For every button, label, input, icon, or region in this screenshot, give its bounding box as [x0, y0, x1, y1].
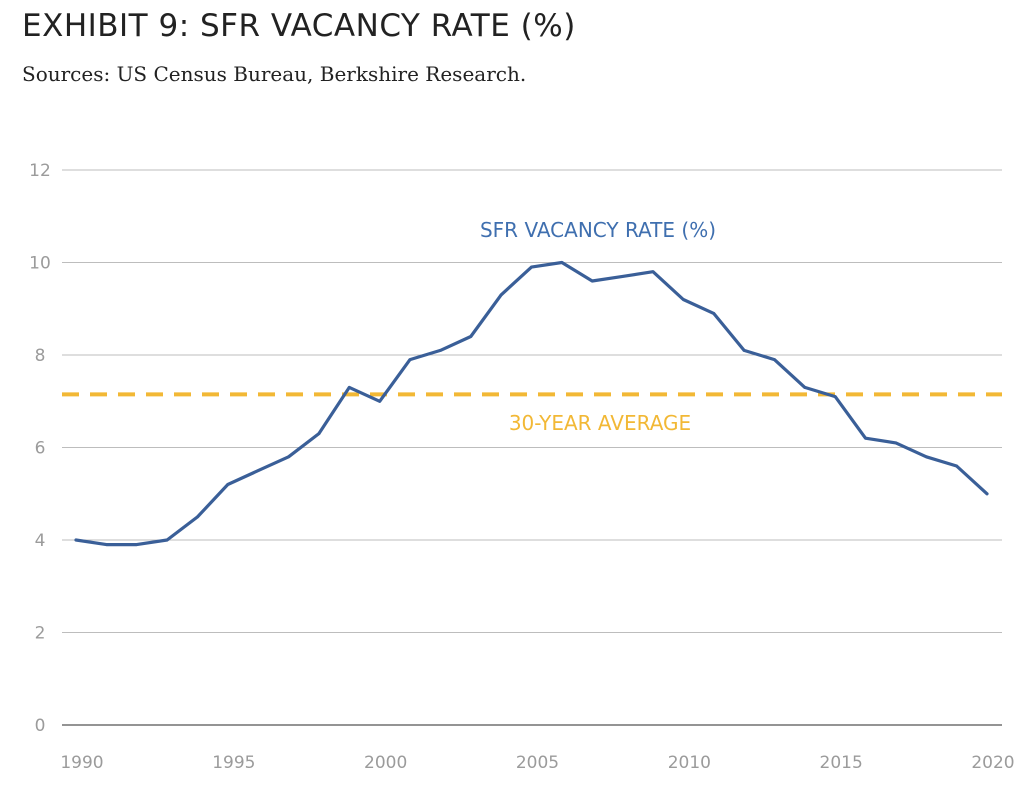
y-tick-label: 12: [29, 161, 51, 181]
data-point: [530, 265, 533, 269]
data-point: [590, 279, 594, 283]
y-tick-label: 6: [35, 439, 46, 459]
x-tick-label: 2010: [668, 753, 711, 773]
data-point: [226, 483, 230, 486]
data-point: [287, 455, 290, 459]
x-tick-label: 2005: [516, 753, 559, 773]
x-tick-label: 1995: [212, 753, 255, 773]
data-point: [985, 492, 989, 496]
data-point: [408, 358, 412, 362]
data-point: [256, 469, 260, 473]
x-tick-label: 2020: [971, 753, 1014, 773]
y-tick-label: 8: [35, 346, 46, 366]
data-point: [439, 348, 442, 352]
data-point: [378, 399, 382, 403]
data-point: [347, 385, 351, 389]
gridlines: [62, 169, 1002, 726]
data-point: [803, 385, 807, 389]
y-axis-ticks: 0 2 4 6 8 10 12: [29, 161, 51, 736]
series-label: SFR VACANCY RATE (%): [480, 218, 716, 242]
data-point: [196, 515, 199, 519]
data-point: [894, 441, 898, 445]
chart-subtitle: Sources: US Census Bureau, Berkshire Res…: [22, 62, 527, 86]
data-point: [74, 538, 78, 542]
average-label: 30-YEAR AVERAGE: [509, 411, 691, 435]
data-point: [499, 293, 503, 297]
data-point: [104, 543, 108, 547]
x-tick-label: 2015: [820, 753, 863, 773]
chart-title: EXHIBIT 9: SFR VACANCY RATE (%): [22, 8, 576, 44]
data-point: [681, 298, 685, 301]
data-point: [712, 311, 716, 315]
series-line: [74, 260, 989, 547]
data-point: [165, 538, 169, 542]
data-point: [955, 464, 959, 468]
data-point: [924, 455, 928, 459]
data-point: [651, 270, 655, 274]
data-point: [469, 335, 473, 338]
data-point: [317, 432, 321, 436]
data-point: [864, 436, 867, 440]
x-tick-label: 2000: [364, 753, 407, 773]
data-point: [773, 358, 776, 362]
y-tick-label: 4: [35, 531, 46, 551]
y-tick-label: 10: [29, 254, 51, 274]
data-point: [560, 261, 564, 264]
y-tick-label: 2: [35, 624, 46, 644]
data-point: [742, 348, 746, 352]
data-point: [135, 543, 139, 547]
x-axis-ticks: 1990 1995 2000 2005 2010 2015 2020: [60, 753, 1014, 773]
x-tick-label: 1990: [60, 753, 103, 773]
series-group: [74, 260, 989, 547]
y-tick-label: 0: [35, 716, 46, 736]
data-point: [621, 274, 624, 278]
data-point: [833, 395, 837, 399]
